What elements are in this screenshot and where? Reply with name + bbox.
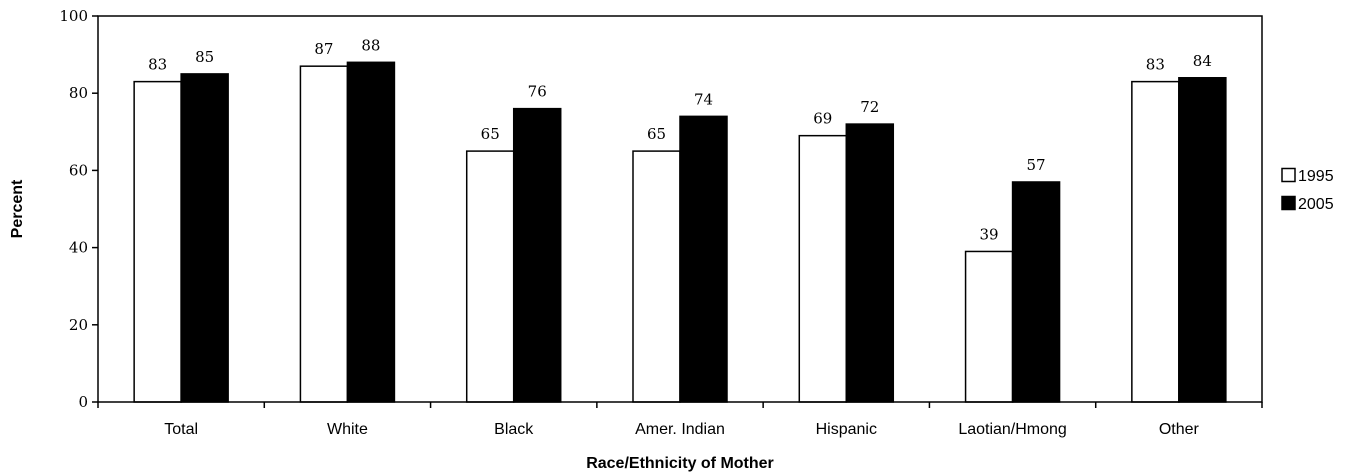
plot-area-frame xyxy=(97,15,1263,403)
x-axis-title: Race/Ethnicity of Mother xyxy=(586,455,774,472)
x-category-label: Other xyxy=(1159,421,1200,438)
y-axis-ticks: 0 20 40 60 80 100 xyxy=(59,7,98,411)
x-category-label: Amer. Indian xyxy=(635,421,725,438)
legend-label-1995: 1995 xyxy=(1298,168,1334,185)
bar-1995-2 xyxy=(465,150,515,403)
y-axis-title: Percent xyxy=(9,179,26,238)
bar-2005-5 xyxy=(1011,181,1061,403)
x-category-label: Black xyxy=(494,421,534,438)
data-label-2005-0: 85 xyxy=(195,48,214,66)
legend-swatch-2005 xyxy=(1281,195,1296,211)
data-label-2005-5: 57 xyxy=(1027,156,1046,174)
bars xyxy=(133,61,1227,403)
data-label-1995-3: 65 xyxy=(647,125,666,143)
x-category-label: Hispanic xyxy=(816,421,877,438)
data-label-1995-6: 83 xyxy=(1146,56,1165,74)
bar-2005-2 xyxy=(512,107,562,403)
legend-label-2005: 2005 xyxy=(1298,196,1334,213)
data-label-1995-4: 69 xyxy=(813,110,832,128)
x-category-label: Laotian/Hmong xyxy=(958,421,1067,438)
data-label-1995-0: 83 xyxy=(148,56,167,74)
bar-1995-6 xyxy=(1131,80,1180,403)
legend: 1995 2005 xyxy=(1281,167,1334,213)
bar-1995-0 xyxy=(133,80,182,403)
bar-1995-3 xyxy=(632,150,681,403)
y-tick-label: 20 xyxy=(69,316,88,334)
x-category-label: White xyxy=(327,421,368,438)
bar-2005-4 xyxy=(845,123,895,403)
data-label-2005-6: 84 xyxy=(1193,52,1212,70)
y-tick-label: 0 xyxy=(78,393,88,411)
bar-2005-6 xyxy=(1178,77,1227,403)
bar-1995-1 xyxy=(299,65,349,403)
bar-2005-0 xyxy=(180,73,229,403)
data-label-1995-2: 65 xyxy=(481,125,500,143)
y-tick-label: 40 xyxy=(69,239,88,257)
bar-1995-4 xyxy=(798,134,848,403)
data-label-2005-3: 74 xyxy=(694,90,713,108)
data-label-1995-1: 87 xyxy=(314,40,333,58)
data-labels: 83 85 87 88 65 76 65 74 69 72 39 57 83 84 xyxy=(148,36,1212,243)
data-label-1995-5: 39 xyxy=(980,225,999,243)
data-label-2005-1: 88 xyxy=(361,36,380,54)
data-label-2005-4: 72 xyxy=(860,98,879,116)
x-category-label: Total xyxy=(164,421,198,438)
y-tick-label: 60 xyxy=(69,161,88,179)
y-tick-label: 80 xyxy=(69,84,88,102)
y-tick-label: 100 xyxy=(59,7,88,25)
bar-2005-3 xyxy=(679,115,728,403)
data-label-2005-2: 76 xyxy=(528,83,547,101)
x-axis-category-labels: Total White Black Amer. Indian Hispanic Laoti… xyxy=(97,402,1263,438)
bar-2005-1 xyxy=(346,61,396,403)
legend-swatch-1995 xyxy=(1281,167,1296,183)
bar-1995-5 xyxy=(964,250,1014,403)
